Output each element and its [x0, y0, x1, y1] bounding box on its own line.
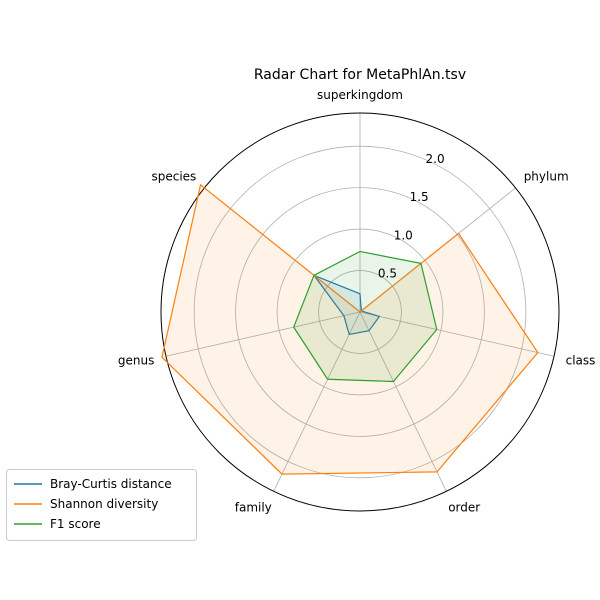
series-line	[312, 273, 381, 336]
series-fill	[313, 275, 380, 335]
legend: Bray-Curtis distance Shannon diversity F1 …	[6, 469, 197, 541]
radar-labels: 0.5 1.0 1.5 2.0 superkingdom phylum class order…	[118, 88, 595, 515]
spoke-line	[359, 311, 447, 492]
axis-label-family: family	[235, 501, 272, 515]
series-fill	[293, 251, 437, 382]
spoke-line	[273, 311, 361, 492]
chart-title: Radar Chart for MetaPhlAn.tsv	[254, 67, 466, 83]
legend-box	[6, 469, 197, 541]
legend-label: Shannon diversity	[50, 497, 158, 511]
axis-label-class: class	[566, 353, 596, 367]
radial-tick-label: 1.5	[410, 190, 429, 204]
legend-label: F1 score	[50, 517, 101, 531]
spoke-line	[165, 311, 361, 357]
radial-tick-label: 1.0	[394, 228, 413, 242]
radial-tick-label: 2.0	[426, 152, 445, 166]
axis-label-superkingdom: superkingdom	[317, 88, 403, 102]
polar-frame	[160, 112, 560, 512]
radar-series	[161, 183, 539, 475]
axis-label-genus: genus	[118, 353, 154, 367]
radar-grid	[160, 112, 560, 512]
axis-label-species: species	[151, 170, 196, 184]
spoke-line	[359, 311, 555, 357]
axis-label-phylum: phylum	[524, 170, 569, 184]
series-fill	[161, 184, 538, 475]
series-line	[161, 183, 539, 475]
radial-tick-label: 0.5	[378, 267, 397, 281]
legend-label: Bray-Curtis distance	[50, 477, 172, 491]
series-line	[293, 250, 438, 383]
axis-label-order: order	[448, 501, 480, 515]
